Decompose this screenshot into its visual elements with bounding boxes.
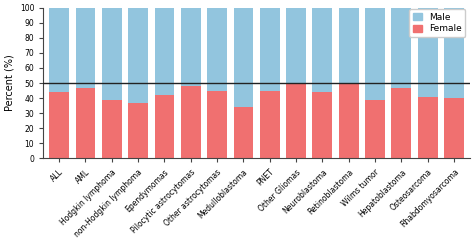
Bar xyxy=(102,100,122,158)
Bar xyxy=(128,103,148,158)
Bar xyxy=(339,83,358,158)
Bar xyxy=(207,91,227,158)
Bar xyxy=(418,8,438,97)
Bar xyxy=(339,8,358,83)
Bar xyxy=(365,100,385,158)
Bar xyxy=(75,8,95,87)
Bar xyxy=(365,8,385,100)
Bar xyxy=(392,8,411,87)
Bar xyxy=(102,8,122,100)
Bar xyxy=(444,8,464,98)
Bar xyxy=(128,8,148,103)
Bar xyxy=(207,8,227,91)
Bar xyxy=(181,8,201,86)
Bar xyxy=(392,87,411,158)
Bar xyxy=(286,83,306,158)
Bar xyxy=(181,86,201,158)
Bar xyxy=(234,107,253,158)
Bar xyxy=(418,97,438,158)
Bar xyxy=(260,8,280,91)
Legend: Male, Female: Male, Female xyxy=(409,9,465,37)
Bar xyxy=(312,8,332,92)
Bar xyxy=(234,8,253,107)
Bar xyxy=(155,95,174,158)
Bar xyxy=(75,87,95,158)
Bar xyxy=(49,92,69,158)
Bar xyxy=(49,8,69,92)
Bar xyxy=(312,92,332,158)
Bar xyxy=(155,8,174,95)
Bar xyxy=(286,8,306,83)
Bar xyxy=(260,91,280,158)
Bar xyxy=(444,98,464,158)
Y-axis label: Percent (%): Percent (%) xyxy=(4,55,14,112)
